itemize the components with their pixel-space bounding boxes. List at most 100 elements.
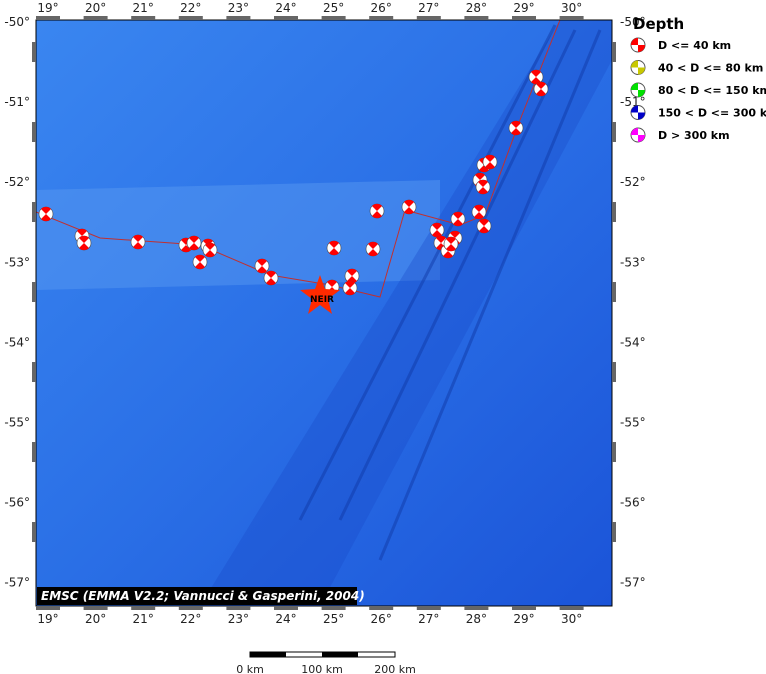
lon-label: 25° xyxy=(323,612,344,626)
lon-label: 30° xyxy=(561,1,582,15)
lon-label: 21° xyxy=(133,1,154,15)
focal-mechanism xyxy=(432,222,442,238)
lon-label: 30° xyxy=(561,612,582,626)
legend-title: Depth xyxy=(633,15,684,33)
focal-mechanism xyxy=(189,235,199,251)
focal-mechanism xyxy=(329,240,339,256)
frame-segment xyxy=(274,16,298,20)
frame-segment xyxy=(83,16,108,20)
focal-mechanism xyxy=(347,268,357,284)
frame-segment xyxy=(612,362,616,382)
frame-segment xyxy=(559,16,584,20)
lat-label: -55° xyxy=(620,416,646,430)
ocean-relief xyxy=(36,20,612,606)
focal-mechanism xyxy=(478,179,488,195)
frame-segment xyxy=(464,16,489,20)
lon-label: 28° xyxy=(466,1,487,15)
lon-label: 26° xyxy=(371,612,392,626)
lat-label: -52° xyxy=(4,175,30,189)
focal-mechanism xyxy=(345,280,355,296)
lon-label: 29° xyxy=(513,1,534,15)
lon-label: 26° xyxy=(371,1,392,15)
lon-label: 23° xyxy=(228,1,249,15)
legend-label: D <= 40 km xyxy=(658,39,731,52)
lon-label: 22° xyxy=(180,1,201,15)
scale-label: 100 km xyxy=(301,663,343,674)
lat-label: -54° xyxy=(4,335,30,349)
credit-box xyxy=(37,587,357,605)
lon-label: 19° xyxy=(37,612,58,626)
lat-label: -52° xyxy=(620,175,646,189)
focal-mechanism xyxy=(41,206,51,222)
frame-segment xyxy=(32,522,36,542)
lon-label: 27° xyxy=(418,1,439,15)
legend-label: 80 < D <= 150 km xyxy=(658,84,766,97)
marker-label: NEIR xyxy=(310,295,334,305)
lat-label: -53° xyxy=(620,255,646,269)
lat-label: -56° xyxy=(620,496,646,510)
focal-mechanisms xyxy=(38,69,549,296)
focal-mechanism xyxy=(511,120,521,136)
lon-label: 24° xyxy=(275,1,296,15)
frame-segment xyxy=(612,122,616,142)
legend-icon xyxy=(631,60,645,75)
lon-label: 19° xyxy=(37,1,58,15)
frame-segment xyxy=(559,606,584,610)
frame-segment xyxy=(36,606,60,610)
frame-segment xyxy=(131,16,156,20)
lat-label: -54° xyxy=(620,335,646,349)
frame-segment xyxy=(32,122,36,142)
frame-segment xyxy=(369,16,394,20)
frame-segment xyxy=(464,606,489,610)
credit: EMSC (EMMA V2.2; Vannucci & Gasperini, 2… xyxy=(41,589,365,603)
trench-lines xyxy=(298,24,602,561)
lon-label: 25° xyxy=(323,1,344,15)
legend: D <= 40 km 40 < D <= 80 km 80 < D <= 150 k… xyxy=(630,37,766,143)
scale-label: 200 km xyxy=(374,663,416,674)
legend-label: 40 < D <= 80 km xyxy=(658,62,763,75)
frame-segment xyxy=(32,202,36,222)
lon-label: 21° xyxy=(133,612,154,626)
lon-label: 24° xyxy=(275,612,296,626)
scale-label: 0 km xyxy=(236,663,264,674)
focal-mechanism xyxy=(368,241,378,257)
ridge-zone xyxy=(36,180,440,290)
frame-segment xyxy=(226,16,251,20)
epicenter-star xyxy=(300,275,340,314)
focal-mechanism xyxy=(479,218,489,234)
lat-label: -57° xyxy=(620,576,646,590)
frame-segment xyxy=(512,16,536,20)
lat-label: -56° xyxy=(4,496,30,510)
frame-segment xyxy=(321,606,346,610)
focal-mechanism xyxy=(79,235,89,251)
focal-mechanism xyxy=(536,81,546,97)
frame-segment xyxy=(416,16,441,20)
legend-icon xyxy=(631,105,645,120)
frame-segment xyxy=(274,606,298,610)
focal-mechanism xyxy=(266,270,276,286)
frame-segment xyxy=(612,42,616,62)
lat-label: -50° xyxy=(620,15,646,29)
frame-segment xyxy=(131,606,156,610)
lon-label: 23° xyxy=(228,612,249,626)
focal-mechanism xyxy=(133,234,143,250)
frame-segment xyxy=(226,606,251,610)
frame-segment xyxy=(416,606,441,610)
frame-segment xyxy=(321,16,346,20)
plate-boundary xyxy=(36,20,561,298)
legend-label: 150 < D <= 300 km xyxy=(658,107,766,120)
scale-bar: 0 km 100 km 200 km xyxy=(236,651,416,674)
frame-segment xyxy=(612,442,616,462)
lon-label: 20° xyxy=(85,612,106,626)
frame-segment xyxy=(32,442,36,462)
lat-label: -53° xyxy=(4,255,30,269)
frame-segment xyxy=(32,362,36,382)
lon-label: 29° xyxy=(513,612,534,626)
frame-segment xyxy=(32,42,36,62)
frame-segment xyxy=(83,606,108,610)
lat-label: -57° xyxy=(4,576,30,590)
frame-segment xyxy=(32,282,36,302)
focal-mechanism xyxy=(195,254,205,270)
lon-label: 27° xyxy=(418,612,439,626)
